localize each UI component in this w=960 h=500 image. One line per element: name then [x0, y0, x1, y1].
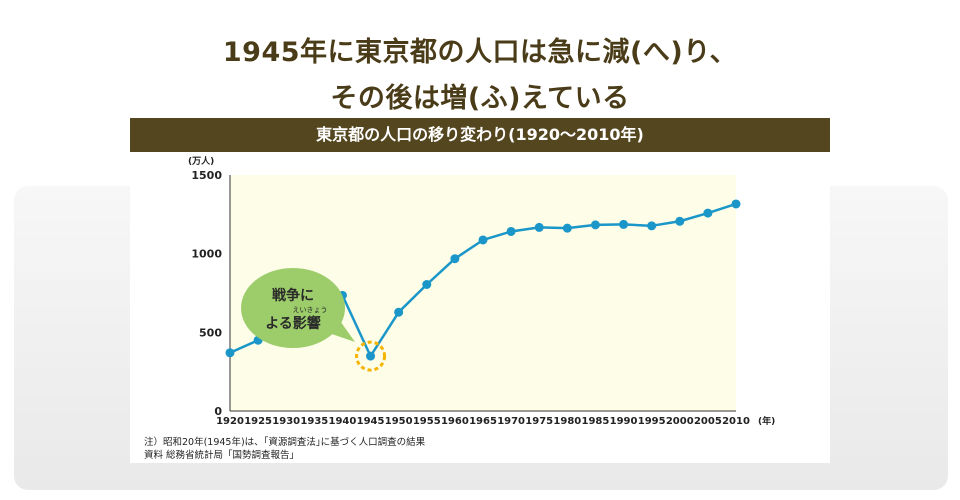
bubble-shape	[241, 268, 345, 348]
data-point	[619, 219, 629, 229]
data-point	[703, 208, 713, 218]
data-point	[366, 351, 376, 361]
data-point	[562, 223, 572, 233]
x-tick-label: 2010	[722, 416, 750, 427]
annotation-bubble: 戦争に えいきょう よる影響	[241, 268, 355, 348]
data-point	[225, 348, 235, 358]
x-tick-label: 1955	[413, 416, 441, 427]
x-tick-label: 1930	[272, 416, 300, 427]
highlight-ring	[355, 340, 387, 372]
data-point	[478, 235, 488, 245]
x-tick-label: 2000	[666, 416, 694, 427]
annotation-ruby: えいきょう	[293, 306, 328, 314]
x-tick-label: 1975	[525, 416, 553, 427]
note-line-2: 資料 総務省統計局「国勢調査報告」	[144, 450, 300, 461]
x-tick-label: 1965	[469, 416, 497, 427]
y-tick-label: 1000	[191, 248, 222, 261]
y-axis-unit: (万人)	[188, 155, 214, 167]
x-tick-label: 1920	[216, 416, 244, 427]
bubble-tail	[326, 318, 355, 342]
x-tick-label: 1990	[610, 416, 638, 427]
x-tick-label: 1970	[497, 416, 525, 427]
note-line-1: 注）昭和20年(1945年)は、｢資源調査法｣に基づく人口調査の結果	[144, 437, 426, 448]
data-point	[450, 254, 460, 264]
x-tick-label: 1945	[357, 416, 385, 427]
chart-card: 東京都の人口の移り変わり(1920〜2010年) (万人) (年) 0 500 10…	[130, 118, 830, 463]
data-point	[394, 307, 404, 317]
x-axis-unit: (年)	[758, 415, 775, 427]
x-tick-label: 1925	[244, 416, 272, 427]
x-tick-label: 1995	[638, 416, 666, 427]
data-point	[534, 222, 544, 232]
x-tick-label: 1985	[582, 416, 610, 427]
data-point	[731, 199, 741, 209]
headline-line-2: その後は増(ふ)えている	[330, 83, 630, 114]
data-point	[422, 280, 432, 290]
data-point	[506, 226, 516, 236]
headline-line-1: 1945年に東京都の人口は急に減(へ)り、	[222, 37, 738, 68]
annotation-line-2: よる影響	[265, 315, 321, 332]
x-tick-label: 1935	[300, 416, 328, 427]
data-point	[675, 216, 685, 226]
x-tick-label: 1940	[329, 416, 357, 427]
x-axis: 1920 1925 1930 1935 1940 1945 1950 1955 1960 1965…	[216, 410, 750, 427]
y-tick-label: 500	[199, 326, 222, 339]
chart-title: 東京都の人口の移り変わり(1920〜2010年)	[130, 118, 830, 152]
highlight-1945	[355, 340, 387, 372]
data-point	[647, 221, 657, 231]
y-tick-label: 1500	[191, 169, 222, 182]
data-point	[590, 220, 600, 230]
y-tick-label: 0	[214, 405, 222, 418]
x-tick-label: 1950	[385, 416, 413, 427]
chart-notes: 注）昭和20年(1945年)は、｢資源調査法｣に基づく人口調査の結果 資料 総務…	[144, 436, 425, 462]
x-tick-label: 1960	[441, 416, 469, 427]
y-axis: 0 500 1000 1500	[191, 169, 231, 418]
annotation-line-1: 戦争に	[272, 287, 314, 304]
x-tick-label: 1980	[553, 416, 581, 427]
x-tick-label: 2005	[694, 416, 722, 427]
